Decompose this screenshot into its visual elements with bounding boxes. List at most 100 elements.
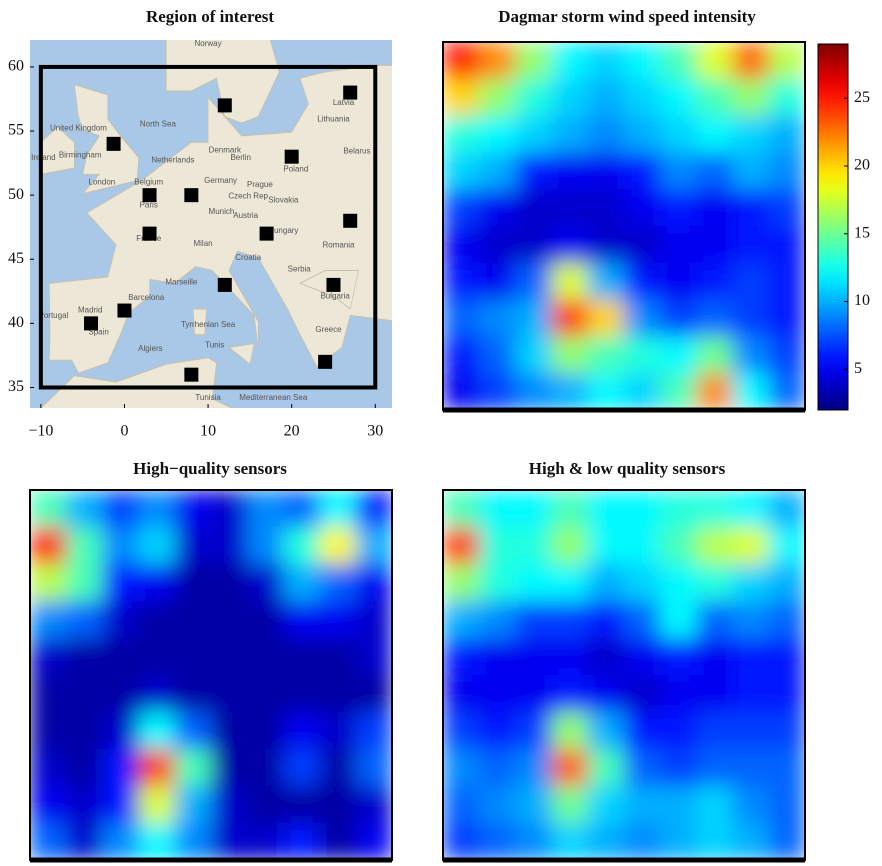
heatmap-cell [660,749,697,787]
heatmap-cell [552,527,589,565]
heatmap-cell [624,823,661,861]
heatmap-cell [139,712,176,750]
heatmap-cell [588,823,625,861]
heatmap-cell [283,564,320,602]
x-tick-label: 20 [284,423,300,440]
heatmap-cell [733,490,770,528]
heatmap-cell [479,226,516,263]
heatmap-cell [624,226,661,263]
heatmap-cell [624,749,661,787]
heatmap-cell [356,638,393,676]
heatmap-cell [30,490,67,528]
heatmap-cell [624,527,661,565]
heatmap-cell [30,712,67,750]
heatmap-cell [515,226,552,263]
map-label: Mediterranean Sea [239,393,308,402]
heatmap-cell [30,564,67,602]
heatmap-cell [733,823,770,861]
heatmap-cell [515,42,552,79]
heatmap [443,490,806,861]
heatmap-cell [139,527,176,565]
heatmap-cell [696,152,733,189]
heatmap-cell [443,638,480,676]
heatmap-cell [660,675,697,713]
heatmap-cell [247,675,284,713]
heatmap-cell [660,152,697,189]
heatmap-cell [588,116,625,153]
heatmap-cell [175,749,212,787]
heatmap-cell [624,116,661,153]
heatmap-cell [660,116,697,153]
heatmap-cell [552,675,589,713]
sensor-marker [218,98,232,112]
heatmap-cell [175,527,212,565]
heatmap-cell [769,189,806,226]
heatmap-cell [696,189,733,226]
heatmap-cell [175,564,212,602]
heatmap-cell [515,373,552,410]
heatmap-cell [102,490,139,528]
heatmap-cell [320,490,357,528]
heatmap-cell [624,786,661,824]
heatmap-cell [660,79,697,116]
heatmap-cell [733,712,770,750]
heatmap-cell [479,786,516,824]
heatmap-cell [552,564,589,602]
map-label: Bulgaria [320,292,350,301]
heatmap-cell [515,823,552,861]
heatmap-cell [175,786,212,824]
x-tick-label: 30 [367,423,383,440]
map-label: Belarus [343,147,370,156]
heatmap-cell [660,638,697,676]
heatmap-cell [733,42,770,79]
heatmap-cells [443,490,806,861]
heatmap-cell [696,527,733,565]
heatmap-cell [769,490,806,528]
chart-title: Dagmar storm wind speed intensity [498,7,756,26]
heatmap-cell [515,79,552,116]
heatmap-cell [443,263,480,300]
figure: Region of interestNorwayNorth SeaDenmark… [0,0,882,866]
heatmap-cell [211,490,248,528]
heatmap-cell [479,300,516,337]
heatmap-cell [588,189,625,226]
heatmap-cell [660,823,697,861]
heatmap-cell [660,490,697,528]
sensor-marker [84,316,98,330]
heatmap-cell [320,712,357,750]
heatmap-cell [552,226,589,263]
sensor-marker [184,368,198,382]
map-label: Prague [247,180,273,189]
heatmap-cell [624,152,661,189]
heatmap-cell [443,675,480,713]
heatmap-cell [696,564,733,602]
heatmap-cell [320,564,357,602]
heatmap-cell [552,373,589,410]
x-tick-label: −10 [28,423,53,440]
heatmap-cell [769,527,806,565]
heatmap-cell [443,300,480,337]
heatmap-cell [211,564,248,602]
heatmap-cell [624,638,661,676]
heatmap-cell [66,675,103,713]
heatmap-cell [320,601,357,639]
heatmap-cell [588,601,625,639]
heatmap-cell [769,336,806,373]
heatmap-cell [283,527,320,565]
heatmap-cell [102,712,139,750]
heatmap [443,42,806,411]
heatmap-cell [515,152,552,189]
colorbar-tick-label: 25 [854,89,870,106]
sensor-marker [143,227,157,241]
heatmap-cell [552,263,589,300]
heatmap-cell [696,786,733,824]
y-tick-label: 60 [8,58,24,75]
heatmap-cell [733,527,770,565]
y-tick-label: 40 [8,314,24,331]
heatmap-cell [552,336,589,373]
heatmap-cell [624,79,661,116]
heatmap-cell [247,823,284,861]
heatmap-cell [733,786,770,824]
heatmap-cell [175,712,212,750]
map-label: Marseille [165,277,198,286]
